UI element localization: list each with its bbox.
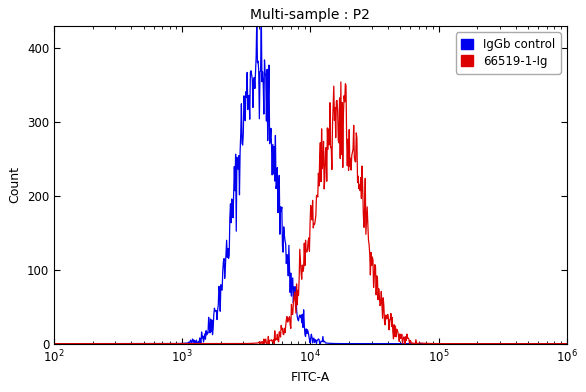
Legend: IgGb control, 66519-1-Ig: IgGb control, 66519-1-Ig (455, 32, 561, 74)
Y-axis label: Count: Count (8, 167, 21, 203)
Title: Multi-sample : P2: Multi-sample : P2 (250, 8, 370, 22)
X-axis label: FITC-A: FITC-A (291, 371, 330, 384)
